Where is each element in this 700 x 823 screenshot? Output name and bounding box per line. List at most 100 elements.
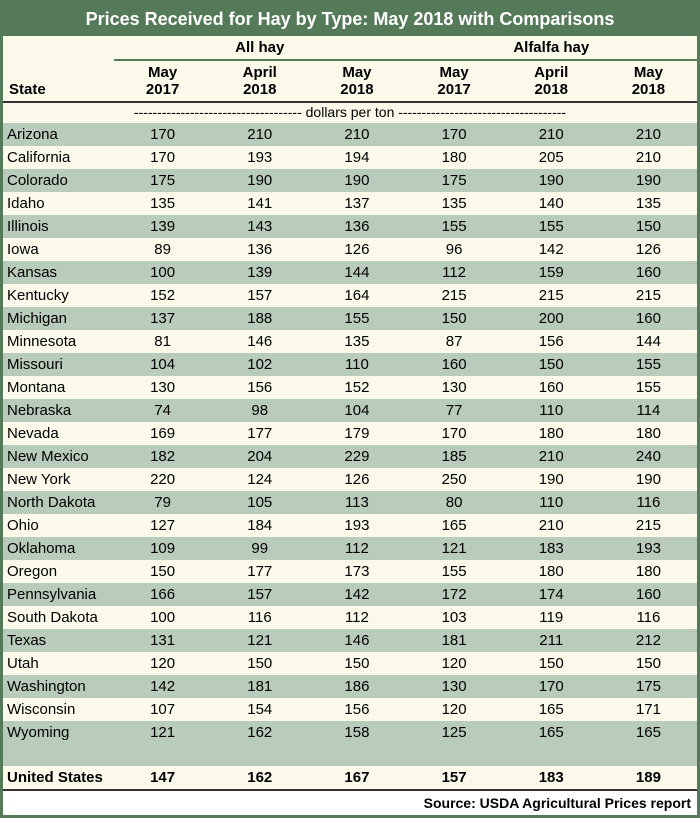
value-cell: 210: [308, 123, 405, 146]
value-cell: 140: [503, 192, 600, 215]
state-cell: South Dakota: [3, 606, 114, 629]
value-cell: 74: [114, 399, 211, 422]
value-cell: 175: [406, 169, 503, 192]
value-cell: 136: [308, 215, 405, 238]
value-cell: 143: [211, 215, 308, 238]
value-cell: 131: [114, 629, 211, 652]
value-cell: 112: [406, 261, 503, 284]
value-cell: 120: [406, 652, 503, 675]
value-cell: 190: [308, 169, 405, 192]
value-cell: 165: [406, 514, 503, 537]
value-cell: 175: [114, 169, 211, 192]
value-cell: 190: [600, 468, 697, 491]
value-cell: 165: [503, 698, 600, 721]
table-row: New Mexico182204229185210240: [3, 445, 697, 468]
state-cell: Wyoming: [3, 721, 114, 744]
value-cell: 114: [600, 399, 697, 422]
value-cell: 162: [211, 721, 308, 744]
state-cell: Oklahoma: [3, 537, 114, 560]
col-header: May2018: [600, 60, 697, 102]
total-value-cell: 147: [114, 766, 211, 790]
value-cell: 139: [114, 215, 211, 238]
value-cell: 211: [503, 629, 600, 652]
value-cell: 105: [211, 491, 308, 514]
value-cell: 104: [308, 399, 405, 422]
value-cell: 159: [503, 261, 600, 284]
table-row: Kentucky152157164215215215: [3, 284, 697, 307]
value-cell: 137: [308, 192, 405, 215]
state-cell: Iowa: [3, 238, 114, 261]
value-cell: 157: [211, 583, 308, 606]
value-cell: 210: [600, 146, 697, 169]
value-cell: 200: [503, 307, 600, 330]
value-cell: 89: [114, 238, 211, 261]
value-cell: 158: [308, 721, 405, 744]
value-cell: 180: [503, 560, 600, 583]
state-cell: Minnesota: [3, 330, 114, 353]
state-cell: Nebraska: [3, 399, 114, 422]
value-cell: 190: [503, 169, 600, 192]
table-row: Colorado175190190175190190: [3, 169, 697, 192]
value-cell: 215: [600, 514, 697, 537]
value-cell: 155: [308, 307, 405, 330]
value-cell: 155: [503, 215, 600, 238]
col-header: April2018: [503, 60, 600, 102]
value-cell: 112: [308, 537, 405, 560]
value-cell: 150: [211, 652, 308, 675]
value-cell: 144: [600, 330, 697, 353]
value-cell: 125: [406, 721, 503, 744]
value-cell: 99: [211, 537, 308, 560]
value-cell: 96: [406, 238, 503, 261]
value-cell: 181: [211, 675, 308, 698]
value-cell: 180: [600, 422, 697, 445]
value-cell: 182: [114, 445, 211, 468]
table-row: Michigan137188155150200160: [3, 307, 697, 330]
state-cell: Kentucky: [3, 284, 114, 307]
table-row: Nevada169177179170180180: [3, 422, 697, 445]
value-cell: 126: [600, 238, 697, 261]
table-row: Idaho135141137135140135: [3, 192, 697, 215]
value-cell: 113: [308, 491, 405, 514]
value-cell: 210: [211, 123, 308, 146]
value-cell: 107: [114, 698, 211, 721]
table-row: Texas131121146181211212: [3, 629, 697, 652]
value-cell: 142: [308, 583, 405, 606]
value-cell: 116: [600, 606, 697, 629]
table-row: Arizona170210210170210210: [3, 123, 697, 146]
value-cell: 170: [503, 675, 600, 698]
value-cell: 152: [308, 376, 405, 399]
value-cell: 154: [211, 698, 308, 721]
value-cell: 109: [114, 537, 211, 560]
value-cell: 141: [211, 192, 308, 215]
value-cell: 150: [406, 307, 503, 330]
value-cell: 193: [308, 514, 405, 537]
value-cell: 215: [503, 284, 600, 307]
value-cell: 121: [211, 629, 308, 652]
table-row: Ohio127184193165210215: [3, 514, 697, 537]
state-cell: New York: [3, 468, 114, 491]
value-cell: 121: [406, 537, 503, 560]
value-cell: 156: [308, 698, 405, 721]
value-cell: 190: [211, 169, 308, 192]
table-row: Missouri104102110160150155: [3, 353, 697, 376]
table-row: Washington142181186130170175: [3, 675, 697, 698]
total-label: United States: [3, 766, 114, 790]
state-cell: Wisconsin: [3, 698, 114, 721]
blank-row: [3, 744, 697, 766]
units-row: ------------------------------------ dol…: [3, 102, 697, 123]
state-cell: Illinois: [3, 215, 114, 238]
table-row: North Dakota7910511380110116: [3, 491, 697, 514]
value-cell: 190: [600, 169, 697, 192]
value-cell: 183: [503, 537, 600, 560]
value-cell: 170: [406, 123, 503, 146]
value-cell: 130: [406, 376, 503, 399]
state-cell: Colorado: [3, 169, 114, 192]
state-cell: Nevada: [3, 422, 114, 445]
total-row: United States147162167157183189: [3, 766, 697, 790]
value-cell: 170: [114, 146, 211, 169]
value-cell: 210: [600, 123, 697, 146]
table-row: Oregon150177173155180180: [3, 560, 697, 583]
value-cell: 169: [114, 422, 211, 445]
value-cell: 174: [503, 583, 600, 606]
value-cell: 215: [406, 284, 503, 307]
